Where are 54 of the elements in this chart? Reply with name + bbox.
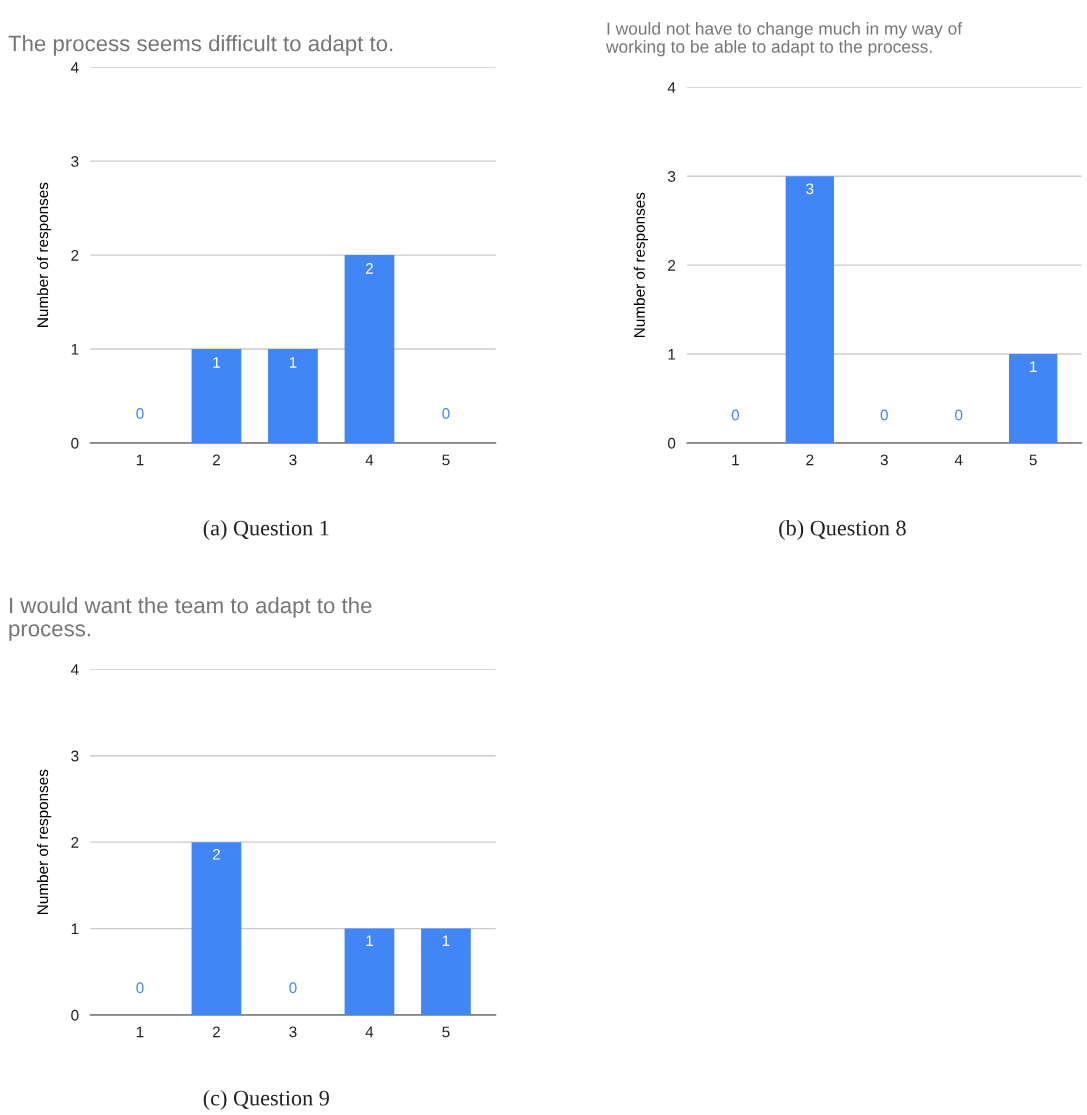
y-tick-label: 1 bbox=[668, 349, 676, 360]
data-label: 1 bbox=[366, 935, 373, 946]
data-label: 1 bbox=[442, 935, 450, 946]
y-tick-label: 2 bbox=[71, 249, 79, 261]
data-label: 0 bbox=[442, 408, 450, 419]
y-tick-label: 4 bbox=[70, 62, 79, 73]
x-tick-label: 3 bbox=[289, 454, 297, 466]
x-tick-label: 2 bbox=[212, 1026, 220, 1038]
data-label: 0 bbox=[289, 982, 297, 994]
x-tick-label: 3 bbox=[289, 1026, 297, 1038]
data-label: 2 bbox=[365, 263, 373, 274]
y-tick-label: 1 bbox=[71, 344, 79, 355]
x-tick-label: 2 bbox=[806, 454, 814, 466]
text: (a) Question 1 bbox=[203, 519, 329, 541]
y-tick-label: 1 bbox=[71, 923, 79, 935]
y-tick-label: 0 bbox=[667, 437, 676, 449]
y-tick-label: 4 bbox=[667, 82, 676, 93]
x-tick-label: 4 bbox=[954, 454, 963, 466]
data-label: 2 bbox=[212, 848, 220, 860]
y-tick-label: 2 bbox=[71, 837, 79, 848]
y-tick-label: 4 bbox=[70, 664, 79, 675]
data-label: 0 bbox=[731, 409, 740, 421]
data-label: 1 bbox=[1030, 361, 1037, 372]
data-label: 3 bbox=[806, 183, 814, 195]
x-tick-label: 2 bbox=[212, 454, 220, 466]
data-label: 1 bbox=[289, 357, 297, 368]
chart-title: I would want the team to adapt to the process. bbox=[9, 597, 372, 641]
y-axis-title: Number of responses bbox=[36, 769, 52, 914]
x-tick-label: 5 bbox=[442, 1026, 450, 1038]
x-tick-label: 4 bbox=[365, 1026, 374, 1038]
y-tick-label: 3 bbox=[667, 171, 676, 182]
x-tick-label: 1 bbox=[732, 454, 739, 466]
x-tick-label: 5 bbox=[442, 454, 450, 466]
chart-title: I would not have to change much in my way of working to be able to adapt to the process. bbox=[605, 22, 963, 57]
y-tick-label: 2 bbox=[668, 260, 676, 271]
x-tick-label: 1 bbox=[136, 1026, 144, 1038]
data-label: 0 bbox=[136, 982, 144, 994]
y-axis-title: Number of responses bbox=[633, 192, 648, 337]
x-tick-label: 1 bbox=[136, 454, 144, 466]
x-tick-label: 4 bbox=[365, 454, 374, 466]
data-label: 1 bbox=[213, 357, 220, 368]
data-label: 0 bbox=[880, 409, 888, 421]
text: (b) Question 8 bbox=[779, 519, 906, 541]
y-tick-label: 0 bbox=[71, 1009, 79, 1021]
chart-title: The process seems difficult to adapt to. bbox=[8, 35, 393, 56]
x-tick-label: 5 bbox=[1029, 454, 1037, 466]
text: (c) Question 9 bbox=[203, 1089, 329, 1111]
data-label: 0 bbox=[955, 409, 963, 421]
y-axis-title: Number of responses bbox=[36, 182, 52, 327]
y-tick-label: 3 bbox=[71, 156, 79, 167]
y-tick-label: 3 bbox=[71, 750, 79, 762]
x-tick-label: 3 bbox=[880, 454, 888, 466]
data-label: 0 bbox=[136, 408, 144, 419]
y-tick-label: 0 bbox=[71, 437, 79, 449]
